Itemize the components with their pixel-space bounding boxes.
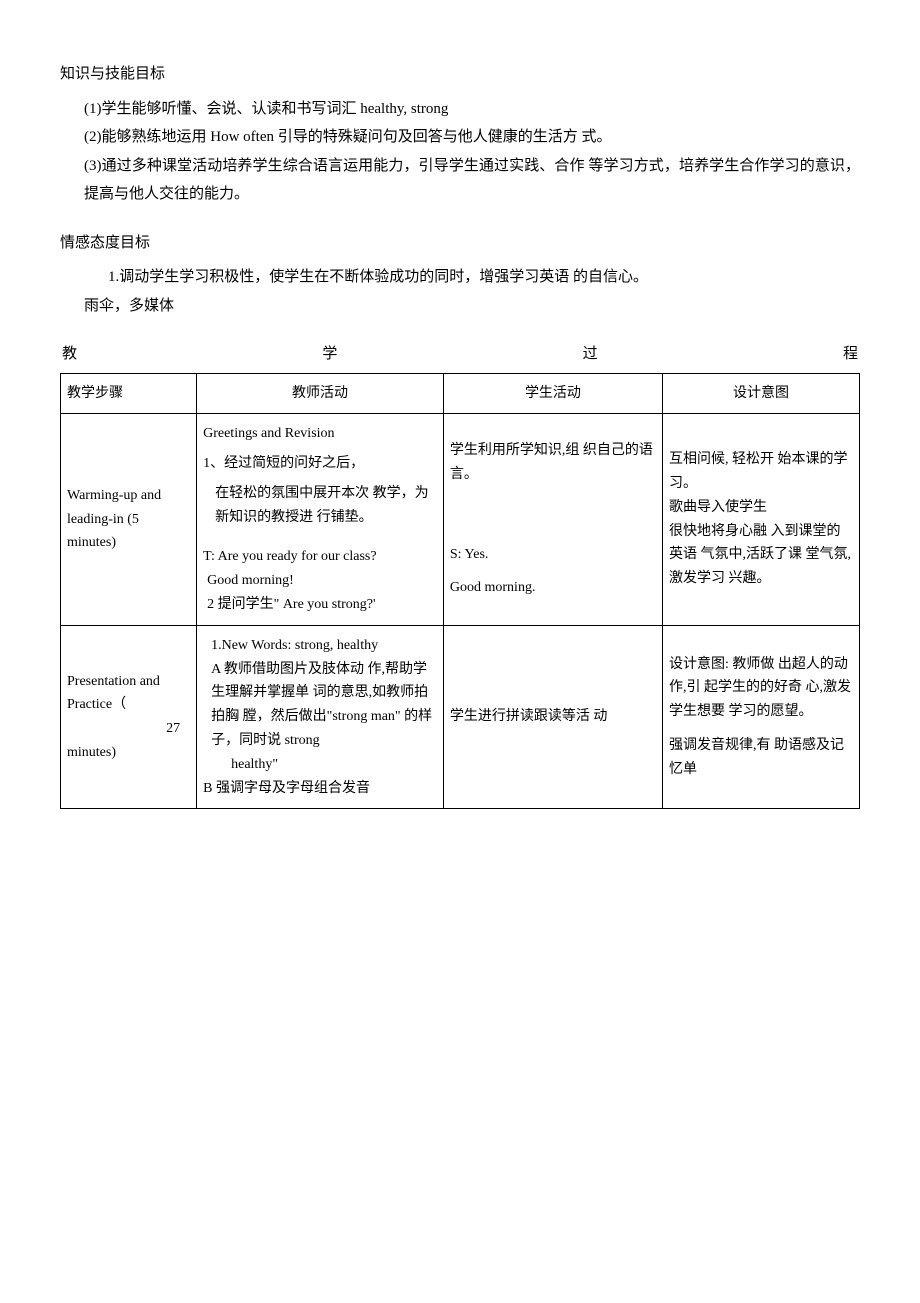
cell-student-1: 学生利用所学知识,组 织自己的语言。 S: Yes. Good morning. — [443, 414, 662, 626]
cell-student-2: 学生进行拼读跟读等活 动 — [443, 625, 662, 809]
intent-2-line-1: 设计意图: 教师做 出超人的动作,引 起学生的的好奇 心,激发学生想要 学习的愿… — [669, 653, 853, 724]
intent-2-line-2: 强调发音规律,有 助语感及记忆单 — [669, 734, 853, 782]
col-header-student: 学生活动 — [443, 373, 662, 414]
student-1-line-3: Good morning. — [450, 576, 656, 600]
teacher-1-line-3: 在轻松的氛围中展开本次 教学，为新知识的教授进 行铺垫。 — [203, 482, 437, 530]
col-header-teacher: 教师活动 — [197, 373, 444, 414]
teacher-2-line-2: A 教师借助图片及肢体动 作,帮助学生理解并掌握单 词的意思,如教师拍拍胸 膛，… — [203, 658, 437, 753]
cell-intent-2: 设计意图: 教师做 出超人的动作,引 起学生的的好奇 心,激发学生想要 学习的愿… — [663, 625, 860, 809]
objective-2: (2)能够熟练地运用 How often 引导的特殊疑问句及回答与他人健康的生活… — [60, 123, 860, 152]
teacher-1-line-5: Good morning! — [203, 569, 437, 593]
cell-intent-1: 互相问候, 轻松开 始本课的学习。 歌曲导入使学生 很快地将身心融 入到课堂的英… — [663, 414, 860, 626]
step-2-line-2: 27 — [67, 717, 190, 741]
process-title: 教 学 过 程 — [60, 340, 860, 373]
table-header-row: 教学步骤 教师活动 学生活动 设计意图 — [61, 373, 860, 414]
step-2-line-1: Presentation and Practice（ — [67, 670, 190, 718]
process-title-char-2: 学 — [322, 340, 337, 369]
teacher-1-line-6: 2 提问学生" Are you strong?' — [203, 593, 437, 617]
student-2-line-1: 学生进行拼读跟读等活 动 — [450, 705, 656, 729]
table-row: Warming-up and leading-in (5 minutes) Gr… — [61, 414, 860, 626]
intent-1-line-3: 很快地将身心融 入到课堂的英语 气氛中,活跃了课 堂气氛,激发学习 兴趣。 — [669, 520, 853, 591]
intent-1-line-1: 互相问候, 轻松开 始本课的学习。 — [669, 448, 853, 496]
teacher-2-line-4: B 强调字母及字母组合发音 — [203, 777, 437, 801]
cell-teacher-2: 1.New Words: strong, healthy A 教师借助图片及肢体… — [197, 625, 444, 809]
cell-step-2: Presentation and Practice（ 27 minutes) — [61, 625, 197, 809]
knowledge-skills-heading: 知识与技能目标 — [60, 60, 860, 89]
teacher-2-line-1: 1.New Words: strong, healthy — [203, 634, 437, 658]
student-1-line-1: 学生利用所学知识,组 织自己的语言。 — [450, 439, 656, 487]
col-header-intent: 设计意图 — [663, 373, 860, 414]
materials-text: 雨伞，多媒体 — [60, 292, 860, 321]
teacher-1-line-4: T: Are you ready for our class? — [203, 545, 437, 569]
teacher-2-line-3: healthy" — [203, 753, 437, 777]
student-1-line-2: S: Yes. — [450, 543, 656, 567]
cell-teacher-1: Greetings and Revision 1、经过简短的问好之后， 在轻松的… — [197, 414, 444, 626]
col-header-step: 教学步骤 — [61, 373, 197, 414]
process-title-char-4: 程 — [843, 340, 858, 369]
cell-step-1: Warming-up and leading-in (5 minutes) — [61, 414, 197, 626]
process-title-char-1: 教 — [62, 340, 77, 369]
table-row: Presentation and Practice（ 27 minutes) 1… — [61, 625, 860, 809]
lesson-table: 教学步骤 教师活动 学生活动 设计意图 Warming-up and leadi… — [60, 373, 860, 810]
intent-1-line-2: 歌曲导入使学生 — [669, 496, 853, 520]
process-title-char-3: 过 — [583, 340, 598, 369]
step-2-line-3: minutes) — [67, 741, 190, 765]
teacher-1-line-2: 1、经过简短的问好之后， — [203, 452, 437, 476]
emotional-heading: 情感态度目标 — [60, 229, 860, 258]
objective-1: (1)学生能够听懂、会说、认读和书写词汇 healthy, strong — [60, 95, 860, 124]
teacher-1-line-1: Greetings and Revision — [203, 422, 437, 446]
emotional-item-1: 1.调动学生学习积极性，使学生在不断体验成功的同时，增强学习英语 的自信心。 — [60, 263, 860, 292]
objective-3: (3)通过多种课堂活动培养学生综合语言运用能力，引导学生通过实践、合作 等学习方… — [60, 152, 860, 209]
